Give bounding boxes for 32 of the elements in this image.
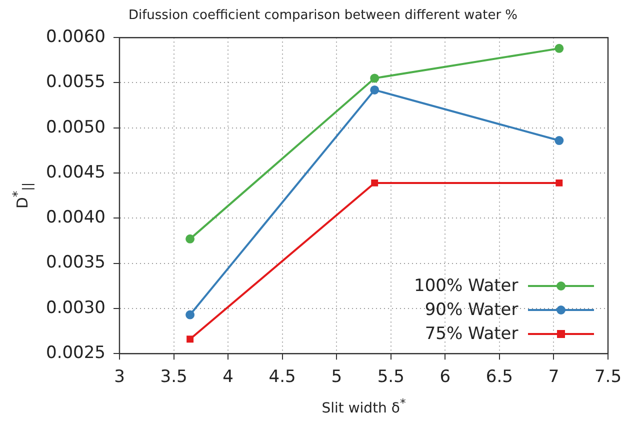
y-tick-label: 0.0030: [46, 298, 106, 318]
x-tick-label: 3.5: [160, 367, 188, 388]
x-tick-label: 4: [222, 367, 234, 388]
x-tick-label: 3: [114, 367, 125, 388]
y-tick-label: 0.0045: [46, 162, 106, 182]
point: [370, 85, 380, 94]
y-tick-label: 0.0060: [46, 27, 106, 48]
x-axis-title: Slit width δ$^{*}$: [322, 396, 406, 416]
point: [556, 179, 563, 186]
x-tick-label: 4.5: [268, 367, 296, 388]
point: [554, 44, 564, 53]
legend-label: 90% Water: [424, 300, 518, 320]
y-tick-label: 0.0025: [46, 343, 106, 364]
y-tick-label: 0.0055: [46, 72, 106, 92]
legend-label: 75% Water: [424, 324, 518, 344]
point: [186, 234, 195, 244]
x-tick-label: 7.5: [594, 367, 622, 388]
point: [186, 310, 195, 320]
x-tick-label: 5: [331, 367, 342, 388]
y-tick-label: 0.0035: [46, 252, 106, 273]
x-tick-label: 6.5: [486, 367, 513, 388]
legend-label: 100% Water: [414, 276, 518, 296]
y-tick-label: 0.0040: [46, 208, 106, 228]
x-tick-label: 5.5: [377, 367, 404, 388]
point: [186, 336, 194, 343]
x-tick-label: 7: [548, 367, 560, 388]
chart-title: Difussion coefficient comparison between different water %: [128, 8, 518, 24]
x-tick-label: 6: [440, 367, 451, 388]
y-tick-label: 0.0050: [46, 117, 106, 138]
point: [370, 74, 380, 83]
point: [371, 179, 378, 186]
point: [554, 136, 564, 146]
